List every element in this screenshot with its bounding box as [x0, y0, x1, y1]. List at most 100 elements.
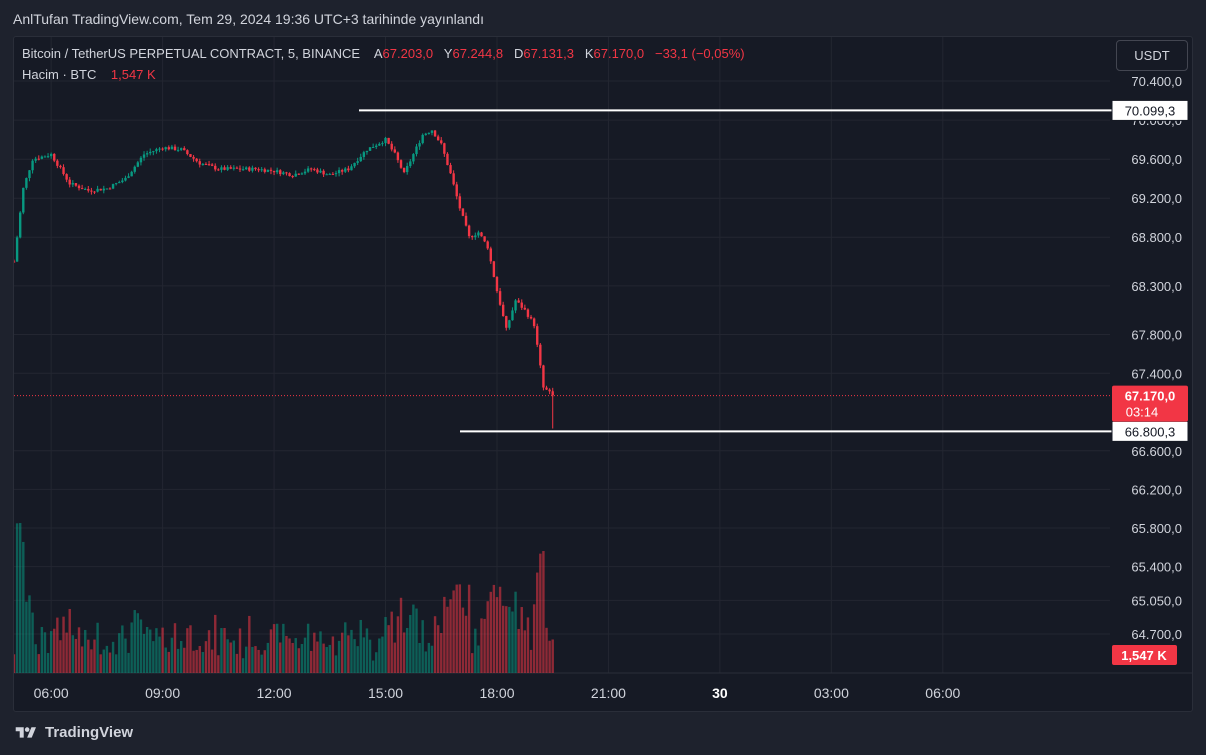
- volume-bar: [155, 628, 158, 673]
- footer-brand-text: TradingView: [45, 724, 134, 741]
- time-tick-label: 06:00: [925, 685, 960, 701]
- volume-bar: [257, 649, 260, 673]
- candle-body: [291, 176, 294, 178]
- candle-body: [207, 164, 211, 166]
- volume-bar: [43, 632, 47, 673]
- candle-body: [467, 225, 471, 237]
- candle-body: [210, 164, 214, 166]
- candle-body: [80, 188, 84, 190]
- volume-bar: [167, 651, 171, 673]
- candle-body: [505, 316, 508, 328]
- candle-body: [279, 170, 282, 175]
- candle-body: [303, 171, 307, 174]
- volume-bar: [424, 651, 427, 673]
- candle-body: [145, 153, 149, 155]
- candle-body: [68, 179, 71, 185]
- candle-body: [40, 156, 44, 159]
- candle-body: [84, 188, 87, 190]
- price-tick-label: 69.600,0: [1131, 152, 1182, 167]
- candle-body: [170, 146, 174, 150]
- horizontal-line-price-label-bg: [1111, 99, 1189, 121]
- candle-body: [189, 154, 192, 157]
- currency-button[interactable]: USDT: [1116, 40, 1188, 71]
- candle-body: [532, 318, 536, 327]
- candle-body: [427, 132, 431, 134]
- volume-bar: [501, 605, 505, 673]
- volume-bar: [114, 654, 118, 673]
- candle-body: [241, 169, 245, 171]
- candle-body: [152, 151, 155, 153]
- volume-bar: [421, 620, 424, 673]
- volume-bar: [532, 604, 536, 673]
- volume-bar: [251, 646, 254, 673]
- candle-body: [529, 316, 533, 319]
- volume-bar: [105, 645, 109, 673]
- candle-body: [520, 302, 523, 308]
- volume-bar: [427, 642, 431, 673]
- footer-brand[interactable]: TradingView: [13, 724, 133, 741]
- candle-body: [477, 232, 480, 236]
- candle-body: [331, 173, 335, 175]
- volume-bar: [526, 617, 530, 673]
- candle-body: [322, 170, 325, 175]
- volume-bar: [294, 638, 297, 673]
- volume-bar: [446, 606, 449, 673]
- volume-bar: [87, 639, 90, 673]
- volume-bar: [319, 631, 322, 673]
- volume-bar: [84, 629, 87, 673]
- candle-body: [217, 169, 220, 171]
- volume-label[interactable]: Hacim · BTC: [22, 67, 97, 82]
- volume-bar: [53, 628, 56, 673]
- volume-bar: [381, 636, 384, 673]
- candle-body: [495, 276, 499, 292]
- candle-body: [102, 188, 105, 191]
- volume-bar: [371, 660, 375, 673]
- candle-body: [167, 147, 171, 150]
- volume-bar: [436, 625, 440, 673]
- symbol-title[interactable]: Bitcoin / TetherUS PERPETUAL CONTRACT, 5…: [22, 46, 361, 61]
- candle-body: [149, 151, 152, 154]
- close-value: 67.170,0: [593, 46, 645, 61]
- candle-body: [297, 173, 301, 175]
- candle-body: [15, 237, 19, 262]
- candle-body: [235, 167, 239, 169]
- volume-bar: [260, 654, 263, 673]
- candle-body: [288, 173, 291, 177]
- candle-body: [90, 190, 93, 192]
- volume-bar: [467, 584, 471, 673]
- candle-body: [452, 173, 455, 185]
- volume-bar: [545, 627, 548, 673]
- candle-body: [371, 146, 375, 148]
- volume-bar: [37, 654, 40, 673]
- volume-bar: [161, 627, 164, 673]
- volume-bar: [529, 649, 533, 673]
- volume-bar: [108, 652, 112, 673]
- candle-body: [49, 153, 53, 157]
- volume-bar: [145, 626, 149, 673]
- candle-body: [328, 173, 331, 175]
- volume-bar: [353, 639, 356, 673]
- candle-body: [399, 160, 403, 168]
- candle-body: [384, 137, 387, 144]
- volume-bar: [464, 615, 468, 673]
- volume-bar: [176, 648, 180, 673]
- price-tick-label: 70.400,0: [1131, 74, 1182, 89]
- chart-canvas[interactable]: 06:00 09:00 12:00 15:00 18:00 21:00 30 03:00 06:…: [14, 37, 1193, 712]
- candle-body: [142, 154, 146, 158]
- candle-body: [412, 154, 415, 162]
- volume-bar: [536, 572, 539, 673]
- volume-bar: [186, 628, 189, 673]
- candle-body: [402, 167, 406, 173]
- candle-body: [229, 167, 232, 169]
- candle-body: [269, 169, 273, 171]
- candle-body: [161, 148, 164, 150]
- volume-bar: [204, 641, 208, 673]
- candle-body: [483, 236, 486, 242]
- chart-panel[interactable]: 06:00 09:00 12:00 15:00 18:00 21:00 30 03:00 06:…: [13, 36, 1193, 712]
- volume-bar: [189, 625, 192, 673]
- volume-bar: [136, 613, 140, 673]
- volume-bar: [316, 641, 319, 673]
- volume-bar: [306, 623, 310, 673]
- candle-body: [461, 208, 465, 216]
- volume-bar: [223, 628, 226, 673]
